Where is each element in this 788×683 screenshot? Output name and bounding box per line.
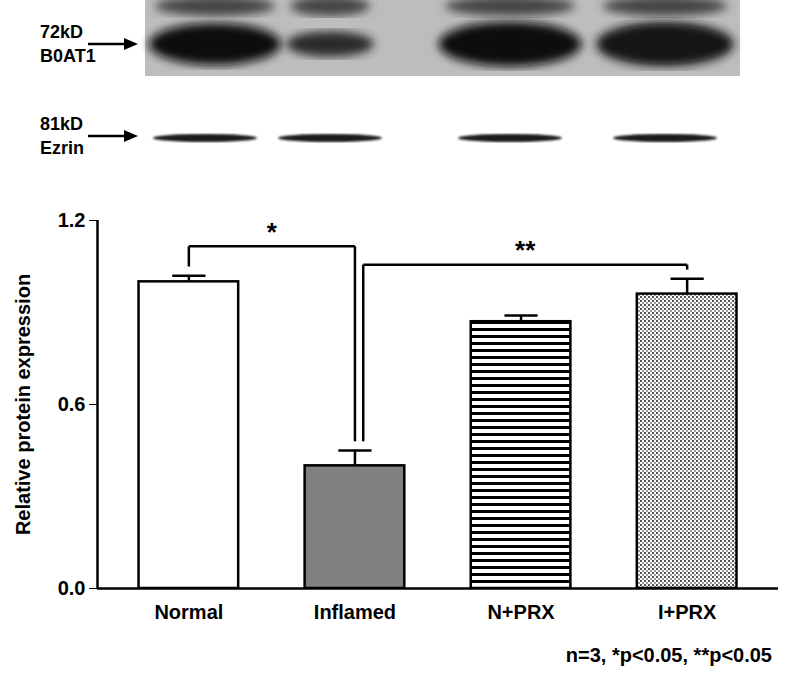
svg-text:*: * xyxy=(267,217,278,247)
svg-text:72kD: 72kD xyxy=(40,22,83,42)
svg-text:N+PRX: N+PRX xyxy=(487,601,555,623)
svg-text:Relative protein expression: Relative protein expression xyxy=(12,274,34,535)
svg-text:0.0: 0.0 xyxy=(58,577,86,599)
svg-text:B0AT1: B0AT1 xyxy=(40,46,96,66)
svg-text:Ezrin: Ezrin xyxy=(40,138,84,158)
svg-text:0.6: 0.6 xyxy=(58,393,86,415)
svg-text:Normal: Normal xyxy=(154,601,223,623)
svg-text:I+PRX: I+PRX xyxy=(658,601,717,623)
svg-text:Inflamed: Inflamed xyxy=(314,601,396,623)
svg-text:1.2: 1.2 xyxy=(58,209,86,231)
svg-text:**: ** xyxy=(515,235,536,265)
svg-text:81kD: 81kD xyxy=(40,114,83,134)
html-text:n=3, *p<0.05, **p<0.05: n=3, *p<0.05, **p<0.05 xyxy=(565,644,772,666)
